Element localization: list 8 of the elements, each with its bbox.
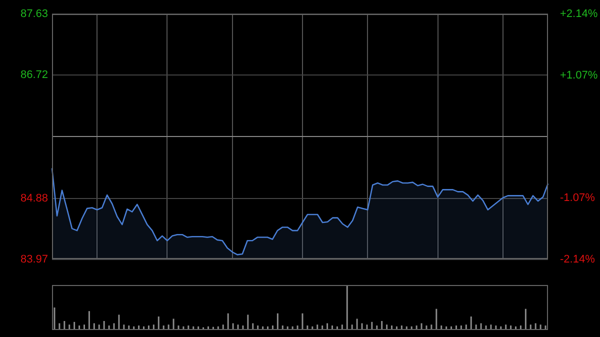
y2-tick-label: -2.14% (560, 253, 596, 266)
y-tick-label: 87.63 (20, 8, 48, 20)
y-tick-label: 83.97 (20, 253, 48, 266)
y-tick-label: 84.88 (20, 192, 48, 204)
y2-tick-label: +1.07% (560, 69, 598, 82)
y2-tick-label: -1.07% (560, 192, 596, 204)
y2-tick-label: +2.14% (560, 8, 598, 20)
y-tick-label: 86.72 (20, 69, 48, 82)
